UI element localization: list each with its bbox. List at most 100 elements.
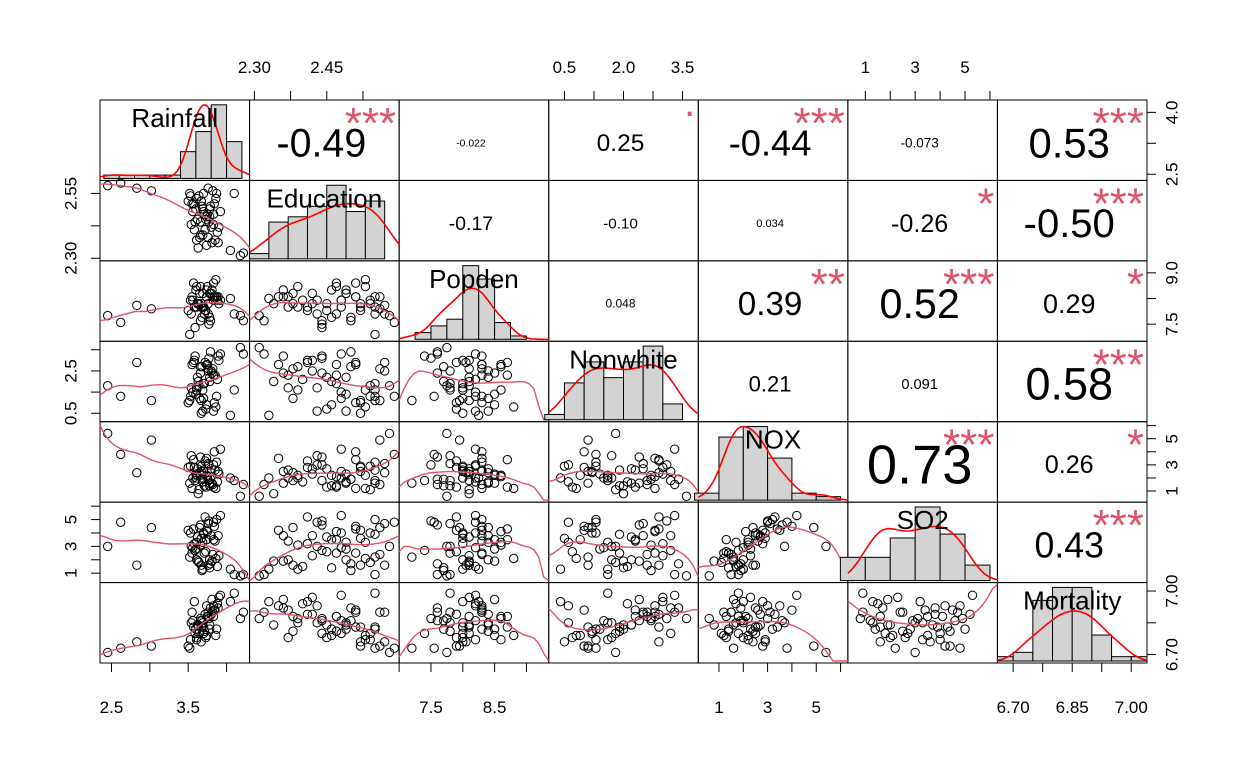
histogram-bar: [1071, 586, 1093, 662]
scatter-point: [351, 548, 361, 558]
scatter-point: [432, 607, 443, 617]
panel-frame: [249, 340, 400, 423]
scatter-point: [634, 556, 644, 566]
scatter-point: [579, 605, 589, 615]
scatter-point: [235, 250, 246, 261]
scatter-point: [489, 389, 500, 399]
scatter-point: [464, 372, 474, 382]
scatter-point: [489, 624, 500, 634]
scatter-point: [935, 635, 945, 645]
significance-stars: ***: [1093, 179, 1144, 228]
scatter-panel-Mortality-vs-Education: [249, 588, 400, 658]
scatter-point: [654, 637, 664, 647]
scatter-point: [858, 607, 868, 617]
scatter-point: [762, 516, 773, 526]
scatter-point: [489, 630, 500, 641]
scatter-point: [483, 522, 493, 533]
variable-name-Nonwhite: Nonwhite: [569, 344, 677, 374]
density-curve: [697, 425, 848, 501]
scatter-point: [583, 622, 593, 632]
scatter-point: [191, 555, 202, 565]
correlation-value: -0.49: [276, 121, 366, 165]
correlation-value: 0.58: [1025, 359, 1113, 410]
scatter-point: [336, 590, 346, 600]
tick-label: 3: [910, 58, 919, 77]
scatter-point: [365, 485, 375, 495]
scatter-point: [445, 383, 455, 393]
correlation-panel: 0.21: [749, 372, 792, 397]
scatter-point: [200, 456, 210, 466]
scatter-point: [213, 351, 223, 361]
scatter-point: [185, 395, 195, 406]
scatter-point: [370, 302, 380, 312]
scatter-point: [211, 630, 221, 641]
scatter-point: [868, 596, 878, 607]
scatter-point: [312, 383, 322, 393]
scatter-point: [599, 543, 609, 553]
scatter-point: [186, 618, 196, 628]
scatter-point: [726, 569, 736, 580]
correlation-panel: 0.091: [901, 377, 938, 393]
scatter-point: [207, 556, 217, 566]
smooth-line: [249, 449, 400, 497]
histogram-bar: [718, 436, 744, 501]
scatter-point: [470, 391, 481, 402]
scatter-point: [185, 528, 196, 538]
scatter-point: [955, 601, 965, 611]
scatter-point: [204, 481, 215, 491]
scatter-point: [379, 607, 390, 617]
scatter-point: [559, 461, 570, 471]
scatter-point: [185, 478, 195, 488]
scatter-point: [426, 613, 436, 624]
scatter-point: [331, 482, 342, 492]
scatter-point: [191, 635, 202, 645]
histogram-bar: [914, 506, 941, 582]
scatter-point: [116, 449, 126, 460]
scatter-point: [451, 404, 462, 414]
histogram-bar: [864, 556, 891, 582]
scatter-point: [225, 245, 236, 256]
scatter-panel-SO2-vs-Nonwhite: [548, 510, 699, 581]
scatter-point: [458, 473, 468, 483]
scatter-point: [885, 632, 895, 643]
scatter-point: [583, 560, 593, 570]
tick-label: 3.5: [671, 58, 695, 77]
scatter-point: [183, 397, 193, 408]
scatter-point: [185, 191, 196, 201]
scatter-point: [591, 449, 601, 460]
scatter-point: [351, 454, 361, 465]
scatter-point: [264, 293, 274, 304]
scatter-point: [432, 569, 443, 580]
scatter-panel-NOX-vs-Rainfall: [99, 425, 251, 501]
scatter-point: [331, 534, 342, 545]
scatter-point: [719, 630, 729, 641]
scatter-point: [458, 533, 468, 544]
scatter-point: [432, 479, 443, 490]
scatter-point: [429, 643, 439, 653]
correlation-value: 0.034: [756, 218, 784, 230]
scatter-point: [868, 618, 878, 628]
scatter-point: [731, 618, 741, 628]
scatter-point: [326, 285, 337, 295]
scatter-point: [875, 611, 885, 622]
scatter-point: [738, 555, 748, 565]
scatter-point: [283, 536, 293, 546]
scatter-point: [407, 552, 417, 562]
scatter-point: [183, 525, 193, 535]
scatter-point: [610, 485, 621, 495]
smooth-line: [698, 620, 848, 662]
scatter-point: [638, 518, 648, 529]
scatter-point: [215, 444, 226, 454]
scatter-point: [351, 483, 361, 494]
scatter-point: [618, 488, 629, 499]
scatter-point: [477, 391, 487, 402]
scatter-point: [603, 564, 613, 574]
scatter-point: [606, 632, 617, 643]
scatter-point: [669, 479, 680, 490]
scatter-point: [264, 473, 274, 483]
scatter-point: [772, 622, 783, 632]
scatter-point: [288, 522, 298, 533]
scatter-point: [638, 530, 648, 541]
scatter-point: [201, 601, 212, 611]
